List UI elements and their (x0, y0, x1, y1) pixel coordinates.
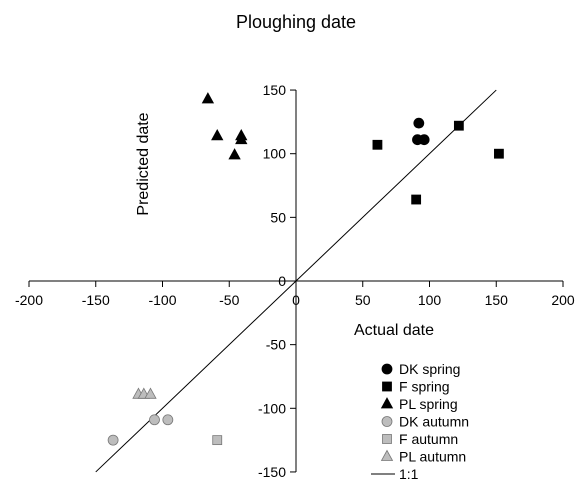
legend-marker (381, 416, 393, 427)
y-tick-label: 100 (263, 146, 287, 162)
x-tick-label: 100 (418, 292, 442, 308)
data-point (149, 414, 160, 426)
reference-line-group (95, 89, 497, 473)
data-point (494, 148, 504, 159)
reference-line-1-1 (95, 89, 497, 473)
x-tick-label: -150 (82, 292, 110, 308)
data-point (372, 139, 383, 150)
legend-label: PL autumn (399, 449, 466, 465)
axes: -200 -150 -100 -50 0 50 100 150 200 -150 -100 -50 50… (15, 82, 575, 480)
legend-label: F autumn (399, 431, 458, 447)
y-tick-label: 0 (278, 273, 286, 289)
x-tick-label: 0 (292, 292, 300, 308)
legend-label: PL spring (399, 396, 458, 412)
data-point (418, 134, 430, 146)
data-point (212, 435, 223, 446)
x-tick-label: 50 (355, 292, 371, 308)
y-tick-label: 50 (270, 209, 286, 225)
legend-label: DK spring (399, 361, 460, 377)
x-tick-label: 150 (485, 292, 509, 308)
data-point (453, 120, 464, 131)
y-tick-label: -150 (258, 464, 286, 480)
legend-marker (382, 434, 392, 444)
data-point (228, 148, 241, 160)
legend-label: F spring (399, 379, 450, 395)
x-tick-label: -50 (219, 292, 239, 308)
chart-title: Ploughing date (236, 12, 356, 32)
data-point (411, 194, 422, 205)
legend-marker (382, 381, 392, 392)
data-point (162, 414, 174, 426)
legend-label: DK autumn (399, 414, 469, 430)
data-point (107, 434, 119, 446)
legend-label: 1:1 (399, 466, 419, 482)
x-axis-label: Actual date (354, 322, 434, 339)
x-tick-label: 200 (551, 292, 575, 308)
y-tick-label: -100 (258, 400, 286, 416)
data-point (235, 132, 248, 145)
legend-marker (381, 363, 393, 375)
legend-marker (380, 397, 394, 409)
x-tick-label: -100 (148, 292, 176, 308)
data-points (107, 92, 504, 446)
data-point (211, 129, 224, 141)
data-point (201, 92, 215, 104)
x-tick-label: -200 (15, 292, 43, 308)
legend-marker (380, 449, 394, 461)
y-axis-label: Predicted date (135, 112, 152, 215)
y-tick-label: 150 (263, 82, 287, 98)
data-point (144, 387, 157, 399)
y-tick-label: -50 (266, 337, 286, 353)
data-point (413, 117, 425, 129)
